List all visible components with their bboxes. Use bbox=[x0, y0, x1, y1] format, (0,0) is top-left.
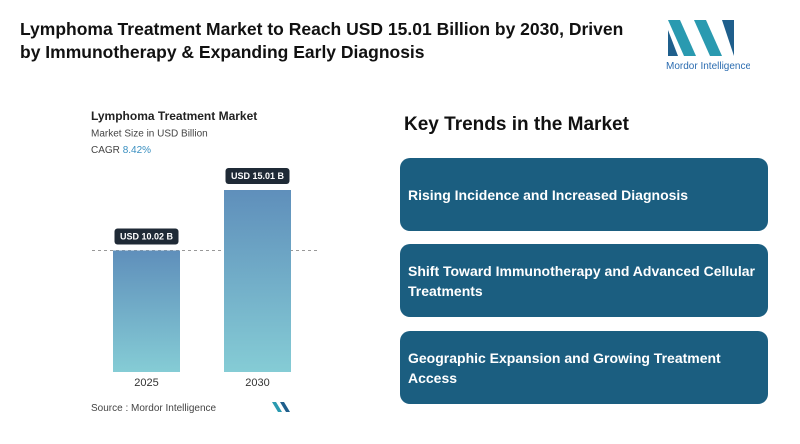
value-label-bg bbox=[225, 168, 290, 184]
cagr-value: 8.42% bbox=[123, 145, 151, 156]
trend-card: Rising Incidence and Increased Diagnosis bbox=[400, 158, 768, 231]
x-tick-label: 2030 bbox=[245, 377, 269, 389]
trend-card: Shift Toward Immunotherapy and Advanced … bbox=[400, 244, 768, 317]
value-label-bg bbox=[114, 228, 179, 245]
logo-shape bbox=[668, 30, 678, 56]
bar bbox=[113, 250, 180, 372]
chart-title: Lymphoma Treatment Market bbox=[91, 109, 257, 123]
logo-shape bbox=[694, 20, 722, 56]
source-name: Mordor Intelligence bbox=[131, 403, 216, 414]
cagr-label: CAGR bbox=[91, 145, 120, 156]
page-title: Lymphoma Treatment Market to Reach USD 1… bbox=[20, 19, 624, 62]
chart-subtitle: Market Size in USD Billion bbox=[91, 129, 208, 140]
logo: Mordor Intelligence bbox=[666, 20, 750, 72]
source: Source : Mordor Intelligence bbox=[91, 403, 217, 414]
logo-text: Mordor Intelligence bbox=[666, 61, 750, 72]
small-logo bbox=[280, 402, 290, 412]
small-logo bbox=[272, 402, 282, 412]
cagr: CAGR 8.42% bbox=[91, 145, 151, 156]
value-label: USD 15.01 B bbox=[231, 171, 285, 181]
logo-shape bbox=[722, 20, 734, 56]
x-tick-label: 2025 bbox=[134, 377, 158, 389]
trends-title: Key Trends in the Market bbox=[404, 114, 629, 135]
source-label: Source : bbox=[91, 403, 128, 414]
trend-card: Geographic Expansion and Growing Treatme… bbox=[400, 331, 768, 404]
value-label: USD 10.02 B bbox=[120, 231, 174, 241]
logo-shape bbox=[668, 20, 696, 56]
chart: Lymphoma Treatment Market Market Size in… bbox=[91, 109, 318, 414]
bar bbox=[224, 190, 291, 372]
